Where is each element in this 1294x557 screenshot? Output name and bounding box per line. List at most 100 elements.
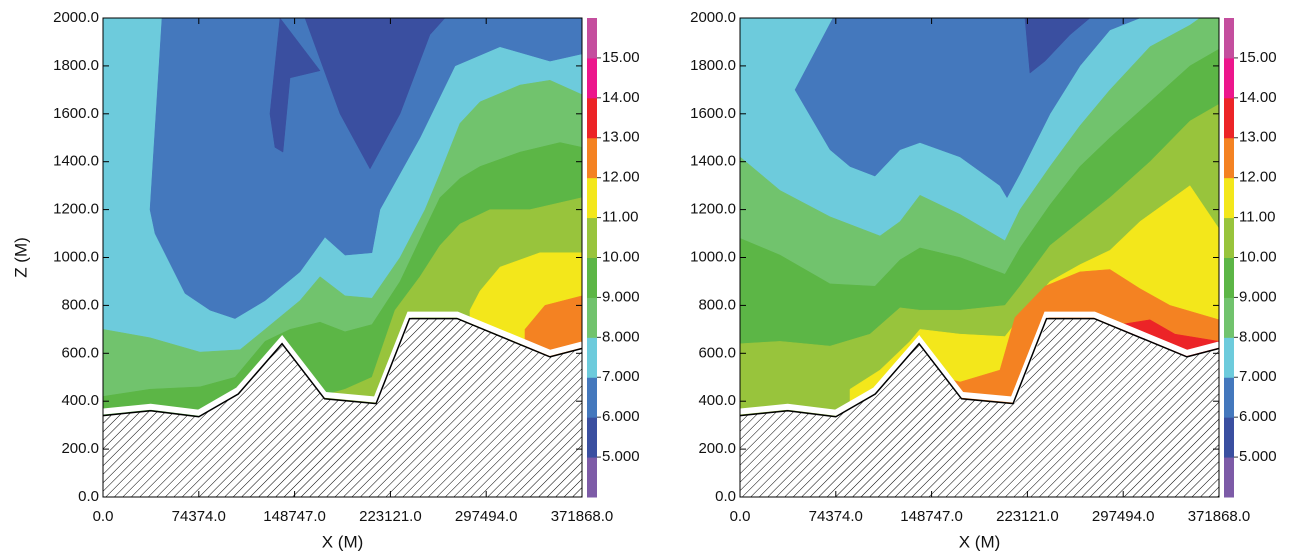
colorbar-tick-label: 8.000 — [602, 328, 640, 345]
colorbar-band — [587, 18, 597, 59]
terrain-edge-white — [103, 311, 582, 416]
colorbar-band — [1224, 97, 1234, 139]
colorbar-band — [587, 177, 597, 219]
y-tick-label: 1000.0 — [690, 248, 736, 265]
colorbar-tick-label: 6.000 — [602, 408, 640, 425]
colorbar-band — [1224, 457, 1234, 498]
colorbar-tick-label: 10.00 — [602, 248, 640, 265]
contour-band — [269, 18, 321, 153]
y-tick-label: 2000.0 — [690, 9, 736, 26]
y-tick-label: 600.0 — [61, 344, 99, 361]
plot-area — [103, 18, 582, 497]
colorbar-band — [1224, 337, 1234, 378]
x-tick-label: 297494.0 — [1092, 508, 1155, 525]
y-tick-label: 200.0 — [61, 440, 99, 457]
colorbar-band — [587, 337, 597, 378]
y-tick-label: 1200.0 — [53, 201, 99, 218]
colorbar-band — [587, 137, 597, 179]
colorbar-tick-label: 9.000 — [602, 288, 640, 305]
y-tick-label: 800.0 — [698, 296, 736, 313]
colorbar-tick-label: 5.000 — [1239, 448, 1277, 465]
x-axis-label: X (M) — [959, 532, 1001, 551]
y-tick-label: 800.0 — [61, 296, 99, 313]
colorbar-band — [587, 97, 597, 139]
x-tick-label: 223121.0 — [359, 508, 422, 525]
colorbar-band — [1224, 377, 1234, 418]
x-tick-label: 148747.0 — [263, 508, 326, 525]
contour-band — [149, 18, 582, 319]
colorbar-tick-label: 13.00 — [1239, 129, 1277, 146]
colorbar-tick-label: 11.00 — [1239, 209, 1275, 226]
colorbar-tick-label: 6.000 — [1239, 408, 1277, 425]
x-axis-label: X (M) — [322, 532, 364, 551]
colorbar-tick-label: 15.00 — [1239, 49, 1277, 66]
plot-area — [740, 18, 1219, 497]
y-tick-label: 1400.0 — [690, 153, 736, 170]
colorbar-tick-label: 8.000 — [1239, 328, 1277, 345]
y-tick-label: 200.0 — [698, 440, 736, 457]
contour-plot: 0.0 74374.0 148747.0 223121.0 297494.0 371868… — [690, 9, 1276, 552]
x-tick-label: 223121.0 — [996, 508, 1059, 525]
y-tick-label: 0.0 — [78, 488, 99, 505]
y-tick-label: 400.0 — [61, 392, 99, 409]
x-tick-label: 148747.0 — [900, 508, 963, 525]
colorbar-tick-label: 15.00 — [602, 49, 640, 66]
terrain — [740, 318, 1219, 497]
terrain-edge — [103, 317, 582, 418]
x-tick-label: 371868.0 — [551, 508, 614, 525]
colorbar-tick-label: 14.00 — [602, 89, 640, 106]
colorbar-band — [1224, 18, 1234, 59]
colorbar-band — [587, 417, 597, 458]
colorbar-band — [587, 377, 597, 418]
colorbar-tick-label: 10.00 — [1239, 248, 1277, 265]
y-tick-label: 1400.0 — [53, 153, 99, 170]
colorbar-tick-label: 14.00 — [1239, 89, 1277, 106]
x-tick-label: 371868.0 — [1188, 508, 1251, 525]
colorbar-band — [587, 257, 597, 298]
y-tick-label: 1600.0 — [53, 105, 99, 122]
colorbar-tick-label: 5.000 — [602, 448, 640, 465]
colorbar-tick-label: 12.00 — [1239, 169, 1277, 186]
y-tick-label: 1800.0 — [53, 57, 99, 74]
colorbar-band — [1224, 177, 1234, 219]
x-tick-label: 0.0 — [730, 508, 751, 525]
colorbar-band — [587, 457, 597, 498]
x-tick-label: 297494.0 — [455, 508, 518, 525]
terrain-edge — [740, 317, 1219, 418]
colorbar-band — [1224, 257, 1234, 298]
y-tick-label: 1600.0 — [690, 105, 736, 122]
y-tick-label: 600.0 — [698, 344, 736, 361]
colorbar-band — [1224, 137, 1234, 179]
colorbar-tick-label: 12.00 — [602, 169, 640, 186]
colorbar-band — [1224, 297, 1234, 338]
contour-band — [1024, 18, 1091, 74]
y-tick-label: 1200.0 — [690, 201, 736, 218]
colorbar-band — [1224, 217, 1234, 258]
colorbar-band — [1224, 417, 1234, 458]
x-tick-label: 74374.0 — [809, 508, 863, 525]
colorbar-tick-label: 7.000 — [1239, 368, 1277, 385]
colorbar-band — [587, 297, 597, 338]
terrain — [103, 318, 582, 497]
y-tick-label: 1000.0 — [53, 248, 99, 265]
colorbar-tick-label: 9.000 — [1239, 288, 1277, 305]
y-axis-label: Z (M) — [11, 237, 30, 278]
colorbar-band — [1224, 57, 1234, 99]
colorbar-tick-label: 11.00 — [602, 209, 638, 226]
y-tick-label: 400.0 — [698, 392, 736, 409]
colorbar-band — [587, 57, 597, 99]
y-tick-label: 0.0 — [715, 488, 736, 505]
contour-plot: 0.0 74374.0 148747.0 223121.0 297494.0 371868… — [11, 9, 639, 552]
y-tick-label: 2000.0 — [53, 9, 99, 26]
contour-band — [304, 18, 446, 170]
colorbar-tick-label: 13.00 — [602, 129, 640, 146]
contour-band — [794, 18, 1141, 199]
x-tick-label: 74374.0 — [172, 508, 226, 525]
colorbar-tick-label: 7.000 — [602, 368, 640, 385]
y-tick-label: 1800.0 — [690, 57, 736, 74]
terrain-edge-white — [740, 311, 1219, 416]
colorbar-band — [587, 217, 597, 258]
x-tick-label: 0.0 — [93, 508, 114, 525]
